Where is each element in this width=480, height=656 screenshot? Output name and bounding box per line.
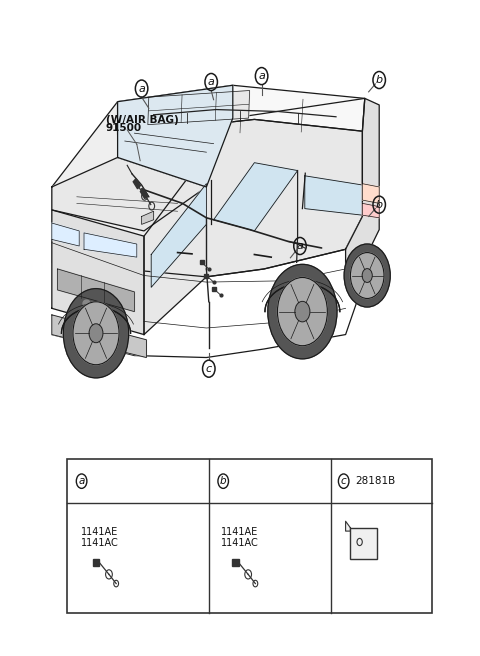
Circle shape	[89, 324, 103, 342]
Text: 28181B: 28181B	[355, 476, 396, 486]
Polygon shape	[362, 203, 379, 218]
Polygon shape	[346, 98, 379, 269]
Text: 1141AC: 1141AC	[81, 538, 119, 548]
Bar	[67, 459, 432, 613]
Polygon shape	[52, 315, 146, 358]
Text: b: b	[220, 476, 227, 486]
Circle shape	[63, 289, 129, 378]
Text: 1141AE: 1141AE	[81, 527, 118, 537]
Polygon shape	[142, 211, 154, 224]
Polygon shape	[133, 178, 140, 189]
Text: 91500: 91500	[106, 123, 142, 133]
Polygon shape	[141, 188, 147, 199]
Text: a: a	[78, 476, 85, 486]
Circle shape	[362, 269, 372, 282]
Text: (W/AIR BAG): (W/AIR BAG)	[106, 115, 179, 125]
Text: a: a	[297, 241, 303, 251]
Polygon shape	[305, 176, 362, 215]
Text: a: a	[138, 83, 145, 94]
Text: a: a	[208, 77, 215, 87]
Text: c: c	[341, 476, 347, 486]
Polygon shape	[151, 184, 206, 287]
Circle shape	[295, 301, 310, 322]
Polygon shape	[61, 307, 131, 333]
Polygon shape	[52, 102, 362, 277]
Polygon shape	[52, 223, 79, 246]
Bar	[350, 528, 377, 560]
Polygon shape	[148, 91, 250, 125]
Polygon shape	[144, 98, 365, 335]
Bar	[93, 559, 99, 566]
Polygon shape	[52, 210, 144, 335]
Text: 1141AC: 1141AC	[221, 538, 259, 548]
Polygon shape	[118, 85, 365, 134]
Polygon shape	[214, 163, 298, 231]
Polygon shape	[84, 233, 137, 257]
Polygon shape	[118, 85, 233, 187]
Bar	[350, 528, 377, 560]
Circle shape	[73, 302, 119, 365]
Polygon shape	[52, 157, 206, 231]
Circle shape	[344, 244, 390, 307]
Text: 1141AE: 1141AE	[221, 527, 258, 537]
Text: c: c	[206, 363, 212, 374]
Circle shape	[277, 277, 327, 346]
Text: b: b	[376, 199, 383, 210]
Text: b: b	[376, 75, 383, 85]
Bar	[232, 559, 239, 566]
Polygon shape	[362, 184, 379, 203]
Polygon shape	[58, 269, 134, 312]
Polygon shape	[346, 522, 350, 531]
Polygon shape	[265, 283, 340, 312]
Circle shape	[350, 253, 384, 298]
Circle shape	[268, 264, 337, 359]
Text: a: a	[258, 71, 265, 81]
